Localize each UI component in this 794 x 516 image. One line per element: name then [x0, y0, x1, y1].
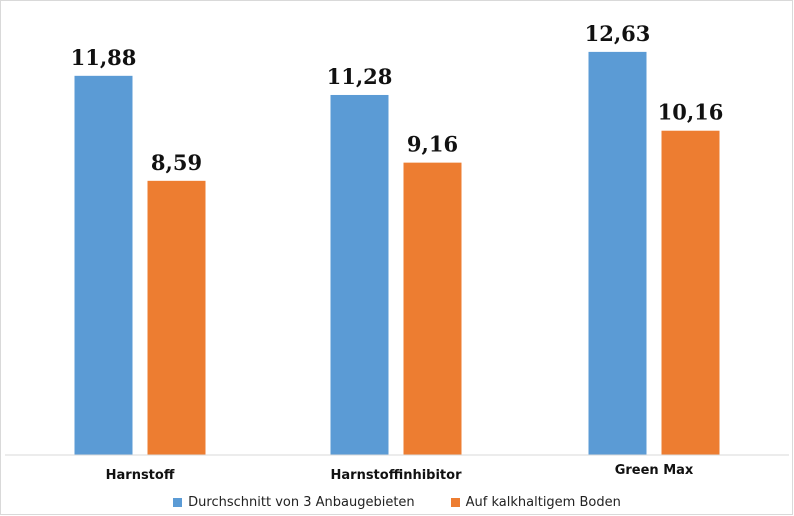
legend-item-series-2: Auf kalkhaltigem Boden	[450, 494, 621, 510]
category-label-harnstoff: Harnstoff	[106, 468, 175, 483]
legend-label-series-1: Durchschnitt von 3 Anbaugebieten	[188, 494, 415, 510]
bar-1-green-max	[588, 51, 647, 455]
value-label-2-harnstoff: 8,59	[151, 150, 202, 175]
legend: Durchschnitt von 3 Anbaugebieten Auf kal…	[0, 491, 794, 513]
value-label-1-harnstoff: 11,88	[71, 45, 137, 70]
legend-item-series-1: Durchschnitt von 3 Anbaugebieten	[173, 495, 415, 510]
legend-label-series-2: Auf kalkhaltigem Boden	[465, 494, 621, 510]
value-label-2-green-max: 10,16	[658, 100, 724, 125]
legend-swatch-series-2	[450, 497, 460, 507]
bar-1-harnstoff	[74, 75, 133, 455]
category-label-green-max: Green Max	[615, 463, 694, 478]
value-label-1-harnstoffinhibitor: 11,28	[327, 64, 393, 89]
bars	[74, 51, 720, 456]
legend-swatch-series-1	[173, 497, 183, 507]
value-label-1-green-max: 12,63	[585, 21, 651, 46]
value-labels: 11,88 8,59 11,28 9,16 12,63 10,16	[71, 21, 724, 175]
bar-2-green-max	[661, 130, 720, 455]
category-label-harnstoffinhibitor: Harnstoffinhibitor	[331, 468, 463, 483]
bar-2-harnstoffinhibitor	[403, 162, 462, 456]
bar-1-harnstoffinhibitor	[330, 94, 389, 455]
category-labels: Harnstoff Harnstoffinhibitor Green Max	[106, 463, 694, 483]
value-label-2-harnstoffinhibitor: 9,16	[407, 132, 458, 157]
bar-2-harnstoff	[147, 180, 206, 455]
